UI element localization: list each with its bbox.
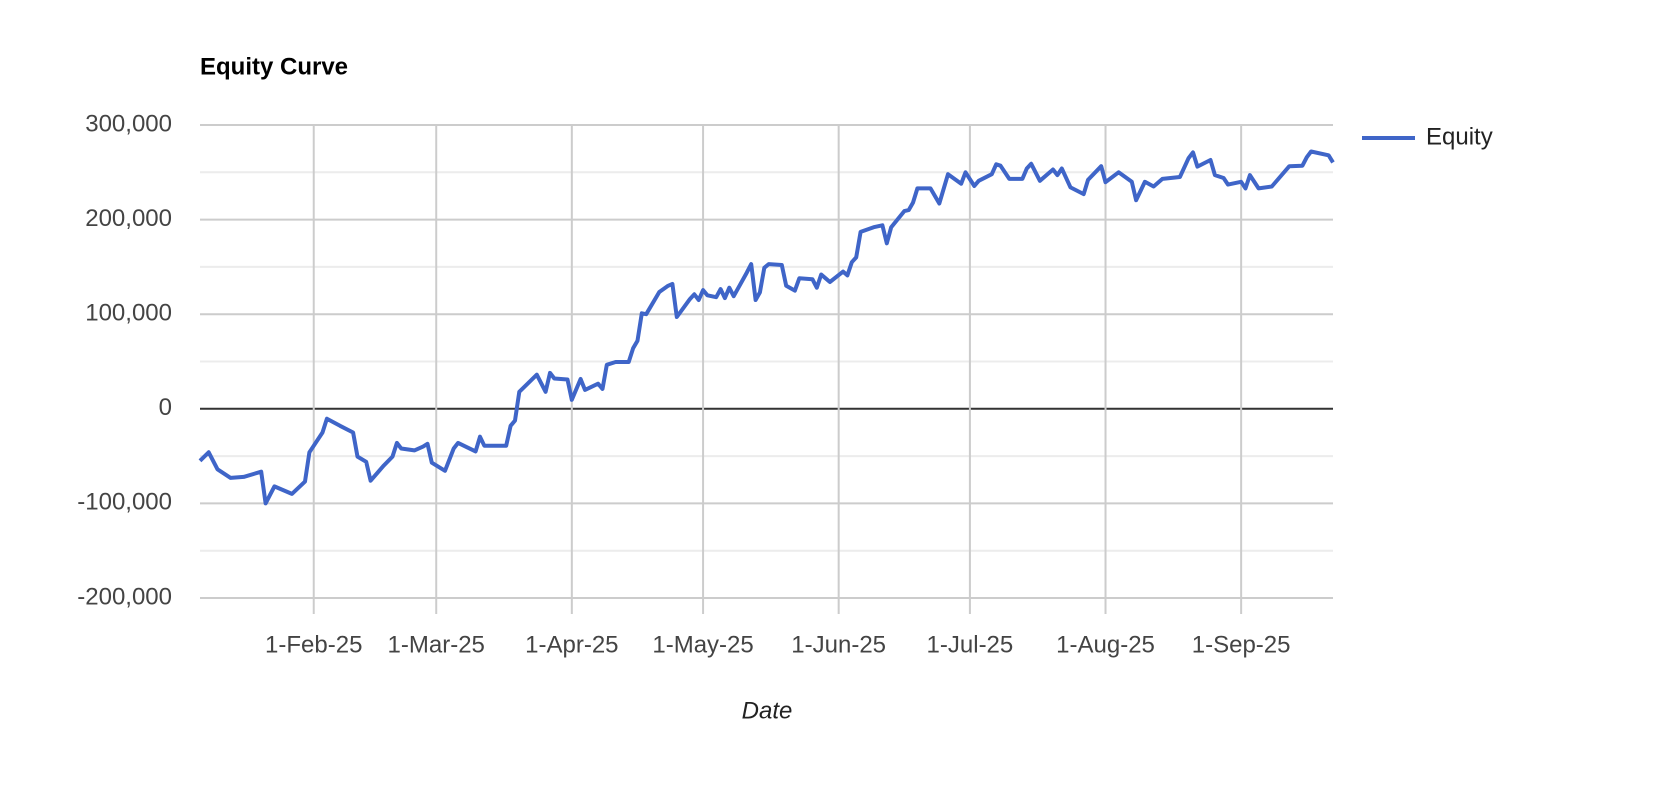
x-tick-label: 1-Sep-25 (1192, 631, 1291, 658)
y-tick-label: 0 (159, 394, 172, 421)
x-tick-label: 1-Feb-25 (265, 631, 362, 658)
x-axis-title: Date (742, 697, 793, 724)
y-tick-label: -100,000 (77, 489, 172, 516)
equity-line (198, 149, 1335, 506)
y-tick-label: -200,000 (77, 583, 172, 610)
legend-label: Equity (1426, 123, 1493, 150)
x-tick-label: 1-May-25 (652, 631, 753, 658)
y-tick-label: 100,000 (85, 300, 172, 327)
y-tick-label: 300,000 (85, 110, 172, 137)
x-tick-label: 1-Apr-25 (525, 631, 618, 658)
chart-title: Equity Curve (200, 53, 348, 80)
x-tick-label: 1-Aug-25 (1056, 631, 1155, 658)
x-tick-label: 1-Mar-25 (388, 631, 485, 658)
y-tick-label: 200,000 (85, 205, 172, 232)
x-tick-label: 1-Jul-25 (927, 631, 1014, 658)
x-tick-label: 1-Jun-25 (791, 631, 886, 658)
